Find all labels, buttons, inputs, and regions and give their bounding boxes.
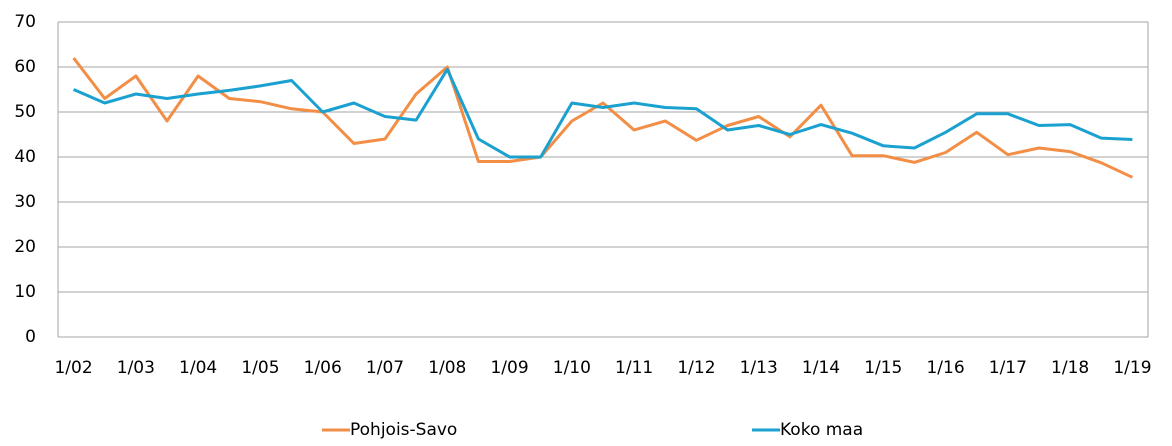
x-tick-label: 1/08 (428, 358, 466, 378)
y-tick-label: 30 (14, 192, 36, 212)
x-tick-label: 1/17 (989, 358, 1027, 378)
x-tick-label: 1/15 (864, 358, 902, 378)
x-tick-label: 1/13 (740, 358, 778, 378)
x-tick-label: 1/05 (241, 358, 279, 378)
y-tick-label: 10 (14, 282, 36, 302)
x-tick-label: 1/12 (677, 358, 715, 378)
x-tick-label: 1/03 (117, 358, 155, 378)
legend-label: Pohjois-Savo (350, 420, 457, 440)
y-tick-label: 40 (14, 147, 36, 167)
x-tick-label: 1/04 (179, 358, 217, 378)
x-tick-label: 1/07 (366, 358, 404, 378)
x-tick-label: 1/02 (54, 358, 92, 378)
x-tick-label: 1/18 (1051, 358, 1089, 378)
x-tick-label: 1/06 (304, 358, 342, 378)
x-tick-label: 1/11 (615, 358, 653, 378)
x-tick-label: 1/19 (1113, 358, 1151, 378)
series-line (72, 57, 1134, 179)
y-tick-label: 70 (14, 12, 36, 32)
x-tick-label: 1/14 (802, 358, 840, 378)
series-line (73, 67, 1133, 159)
x-tick-label: 1/10 (553, 358, 591, 378)
y-tick-label: 60 (14, 57, 36, 77)
x-tick-label: 1/09 (490, 358, 528, 378)
y-tick-label: 0 (25, 327, 36, 347)
y-tick-label: 20 (14, 237, 36, 257)
y-tick-label: 50 (14, 102, 36, 122)
legend-label: Koko maa (780, 420, 863, 440)
x-tick-label: 1/16 (926, 358, 964, 378)
